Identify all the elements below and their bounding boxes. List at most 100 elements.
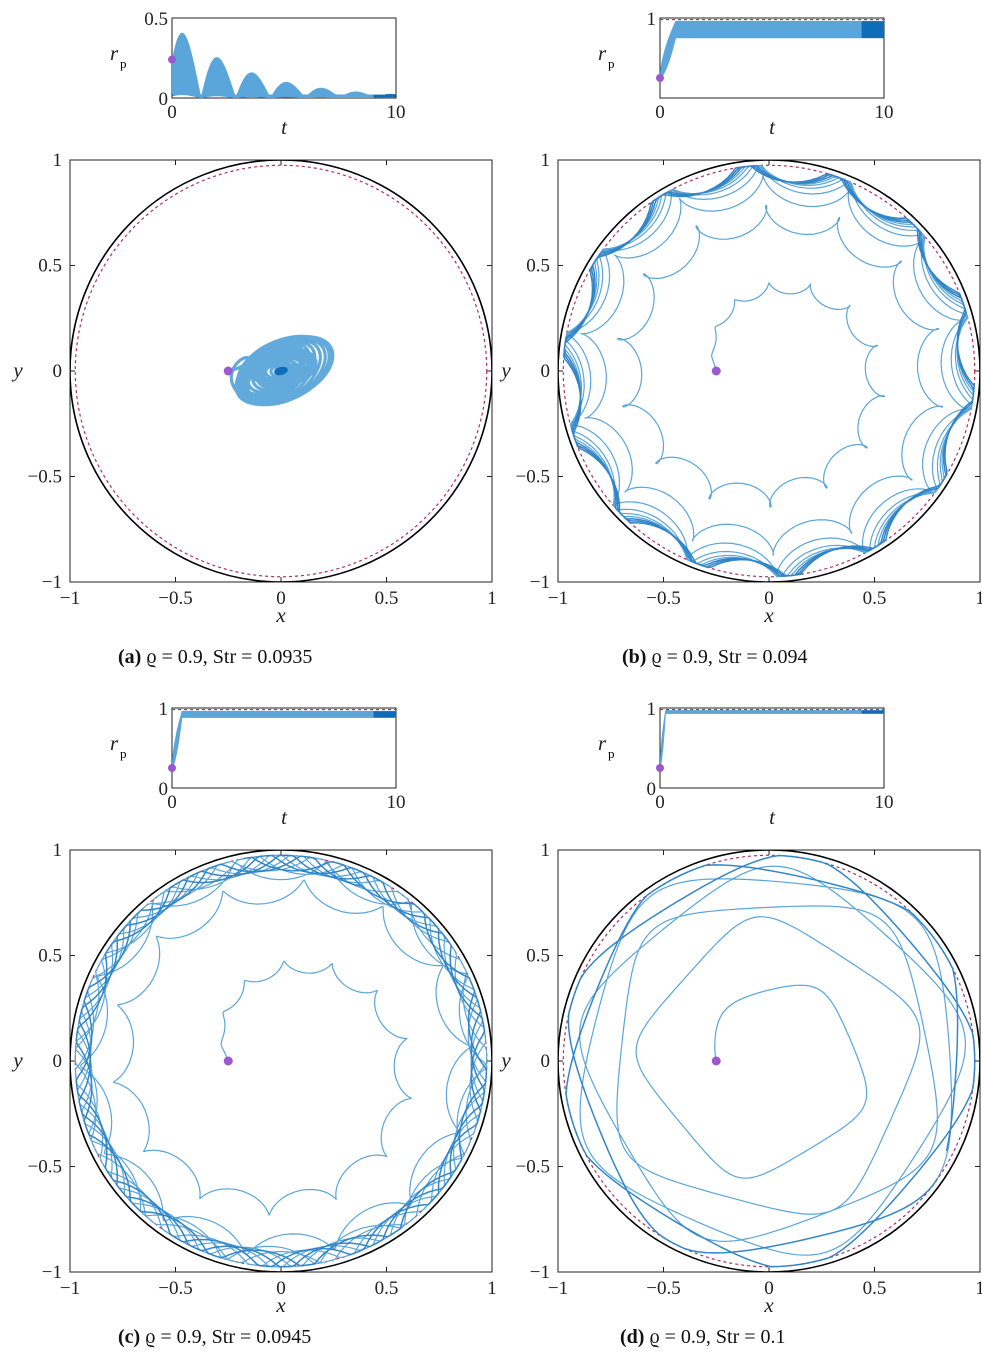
x-tick-label: −0.5: [646, 588, 680, 609]
wall-circle: [70, 850, 492, 1272]
inset-y-axis-subscript: p: [608, 746, 615, 761]
y-tick-label: −1: [42, 572, 62, 593]
y-tick-label: −0.5: [516, 467, 550, 488]
y-tick-label: 0: [53, 361, 63, 382]
inset-x-tick-label: 0: [655, 792, 665, 813]
y-tick-label: 1: [53, 150, 63, 171]
x-tick-label: 0.5: [863, 1278, 887, 1299]
caption-a-label: (a): [118, 646, 142, 668]
inset-y-axis-label: r: [598, 731, 607, 755]
trajectory-tail: [75, 854, 488, 1268]
caption-b-label: (b): [622, 646, 647, 668]
rp-start-marker: [168, 764, 176, 772]
y-axis-label: y: [11, 358, 23, 382]
rp-band: [172, 710, 396, 769]
y-tick-label: −1: [530, 1262, 550, 1283]
start-marker: [223, 1056, 233, 1066]
inset-y-axis-label: r: [598, 41, 607, 65]
caption-d-text: ϱ = 0.9, Str = 0.1: [644, 1326, 786, 1348]
wall-circle: [558, 850, 980, 1272]
inset-y-axis-subscript: p: [120, 746, 127, 761]
rp-band: [172, 32, 396, 98]
x-axis-label: x: [275, 1293, 286, 1317]
y-tick-label: 0.5: [526, 256, 550, 277]
inset-y-tick-label: 0: [647, 779, 657, 800]
inset-y-tick-label: 0: [159, 89, 169, 110]
rp-band-tail: [373, 94, 396, 98]
inset-plot-c: 0 10 0 1 t r p: [110, 699, 406, 829]
inset-y-tick-label: 1: [647, 9, 657, 30]
trajectory-tail: [565, 854, 976, 1268]
axes-frame: [557, 159, 981, 583]
inset-y-axis-subscript: p: [120, 56, 127, 71]
x-tick-label: 0: [764, 1278, 774, 1299]
y-axis-label: y: [499, 1048, 511, 1072]
x-tick-label: 1: [975, 588, 982, 609]
rp-band: [660, 20, 884, 79]
x-tick-label: 1: [975, 1278, 982, 1299]
axes-frame: [69, 849, 493, 1273]
inset-y-axis-subscript: p: [608, 56, 615, 71]
inset-y-tick-label: 0: [159, 779, 169, 800]
phase-plot-d: −1 −0.5 0 0.5 1 1 0.5 0 −0.5 −1 x y: [499, 840, 982, 1317]
y-tick-label: 1: [541, 150, 551, 171]
inset-x-axis-label: t: [769, 805, 776, 829]
y-tick-label: −0.5: [28, 1157, 62, 1178]
attractor-marker: [274, 366, 288, 376]
caption-a: (a) ϱ = 0.9, Str = 0.0935: [118, 646, 312, 669]
x-axis-label: x: [763, 1293, 774, 1317]
rp-band: [660, 710, 884, 769]
inset-frame: [659, 707, 885, 789]
rp-start-marker: [656, 74, 664, 82]
plot-area: [558, 160, 980, 582]
x-tick-label: 0.5: [375, 588, 399, 609]
inset-x-axis-label: t: [769, 115, 776, 139]
inset-y-axis-label: r: [110, 41, 119, 65]
x-tick-label: −0.5: [646, 1278, 680, 1299]
y-tick-label: 0: [541, 361, 551, 382]
x-tick-label: −1: [60, 1278, 80, 1299]
inset-frame: [659, 17, 885, 99]
x-tick-label: 0: [764, 588, 774, 609]
inset-y-tick-label: 1: [647, 699, 657, 720]
rp-start-marker: [168, 55, 176, 64]
phase-plot-a: −1 −0.5 0 0.5 1 1 0.5 0 −0.5 −1 x y: [11, 150, 496, 627]
inset-x-tick-label: 0: [655, 102, 665, 123]
inset-y-tick-label: 0.5: [144, 9, 168, 30]
x-tick-label: −1: [60, 588, 80, 609]
start-marker: [711, 366, 721, 376]
inset-x-tick-label: 10: [387, 792, 406, 813]
caption-a-text: ϱ = 0.9, Str = 0.0935: [141, 646, 313, 668]
trajectory-tail: [563, 164, 976, 578]
y-tick-label: 0.5: [38, 946, 62, 967]
y-axis-label: y: [11, 1048, 23, 1072]
caption-b: (b) ϱ = 0.9, Str = 0.094: [622, 646, 808, 669]
x-tick-label: −0.5: [158, 1278, 192, 1299]
inset-x-tick-label: 10: [875, 102, 894, 123]
inset-x-tick-label: 10: [387, 102, 406, 123]
inset-area: [172, 32, 396, 98]
inset-area: [660, 709, 884, 769]
y-tick-label: 0: [541, 1051, 551, 1072]
x-tick-label: 0.5: [863, 588, 887, 609]
x-tick-label: 1: [487, 588, 497, 609]
x-tick-label: 0: [276, 1278, 286, 1299]
rp-start-marker: [656, 764, 664, 772]
inset-x-tick-label: 0: [167, 792, 177, 813]
limit-circle: [74, 164, 488, 578]
inset-plot-b: 0 10 1 t r p: [598, 9, 894, 139]
inset-y-axis-label: r: [110, 731, 119, 755]
y-tick-label: −0.5: [28, 467, 62, 488]
x-tick-label: 1: [487, 1278, 497, 1299]
inset-plot-d: 0 10 0 1 t r p: [598, 699, 894, 829]
limit-circle: [562, 164, 976, 578]
trajectory-path: [565, 854, 976, 1268]
start-marker: [223, 366, 233, 376]
inset-x-axis-label: t: [281, 805, 288, 829]
caption-d-label: (d): [620, 1326, 645, 1348]
rp-band-tail: [373, 711, 396, 718]
y-tick-label: 0: [53, 1051, 63, 1072]
y-axis-label: y: [499, 358, 511, 382]
y-tick-label: 0.5: [38, 256, 62, 277]
